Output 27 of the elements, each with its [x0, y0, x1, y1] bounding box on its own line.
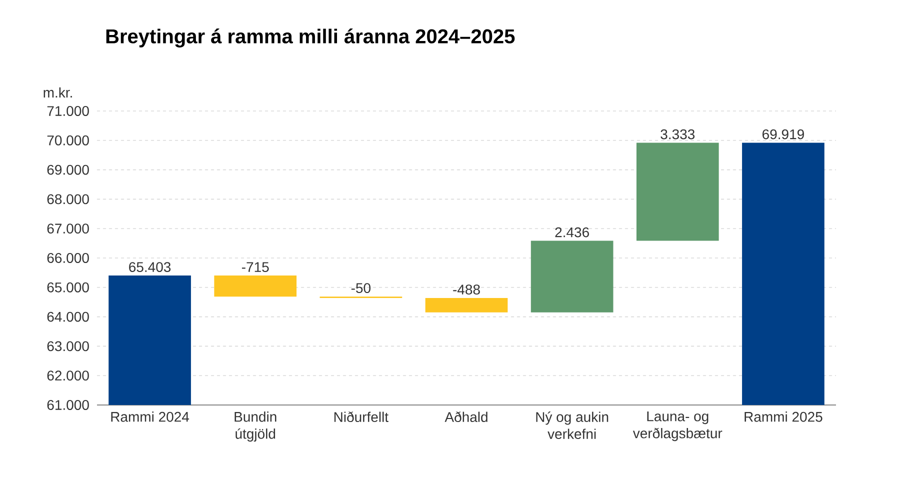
data-label: 69.919 [762, 129, 804, 140]
y-tick-label: 69.000 [47, 164, 89, 175]
y-tick-label: 65.000 [47, 282, 89, 292]
y-tick-label: 68.000 [47, 194, 89, 204]
y-tick-label: 66.000 [47, 253, 89, 263]
x-tick-label: Aðhald [444, 412, 488, 422]
x-tick-label: Bundin útgjöld [234, 412, 276, 442]
x-tick-label: Rammi 2025 [744, 412, 822, 422]
x-tick-label: Rammi 2024 [111, 412, 190, 422]
y-tick-label: 61.000 [47, 400, 89, 410]
y-tick-label: 62.000 [47, 370, 89, 381]
y-tick-label: 64.000 [47, 312, 89, 322]
y-tick-label: 71.000 [47, 106, 89, 116]
x-tick-label: Launa- og verðlagsbætur [632, 412, 722, 442]
x-tick-label: Ný og aukin verkefni [536, 412, 608, 439]
x-tick-label: Niðurfellt [334, 412, 388, 422]
data-label: -50 [351, 283, 371, 294]
chart-title: Breytingar á ramma milli áranna 2024–2025 [106, 28, 515, 48]
y-axis-title: m.kr. [44, 87, 72, 98]
data-label: -715 [242, 262, 269, 272]
data-label: 3.333 [660, 129, 695, 140]
data-label: 65.403 [129, 262, 171, 272]
data-label: -488 [453, 284, 480, 295]
y-tick-label: 67.000 [47, 224, 89, 234]
y-tick-label: 63.000 [47, 341, 89, 352]
y-tick-label: 70.000 [47, 135, 89, 146]
data-label: 2.436 [555, 227, 589, 238]
